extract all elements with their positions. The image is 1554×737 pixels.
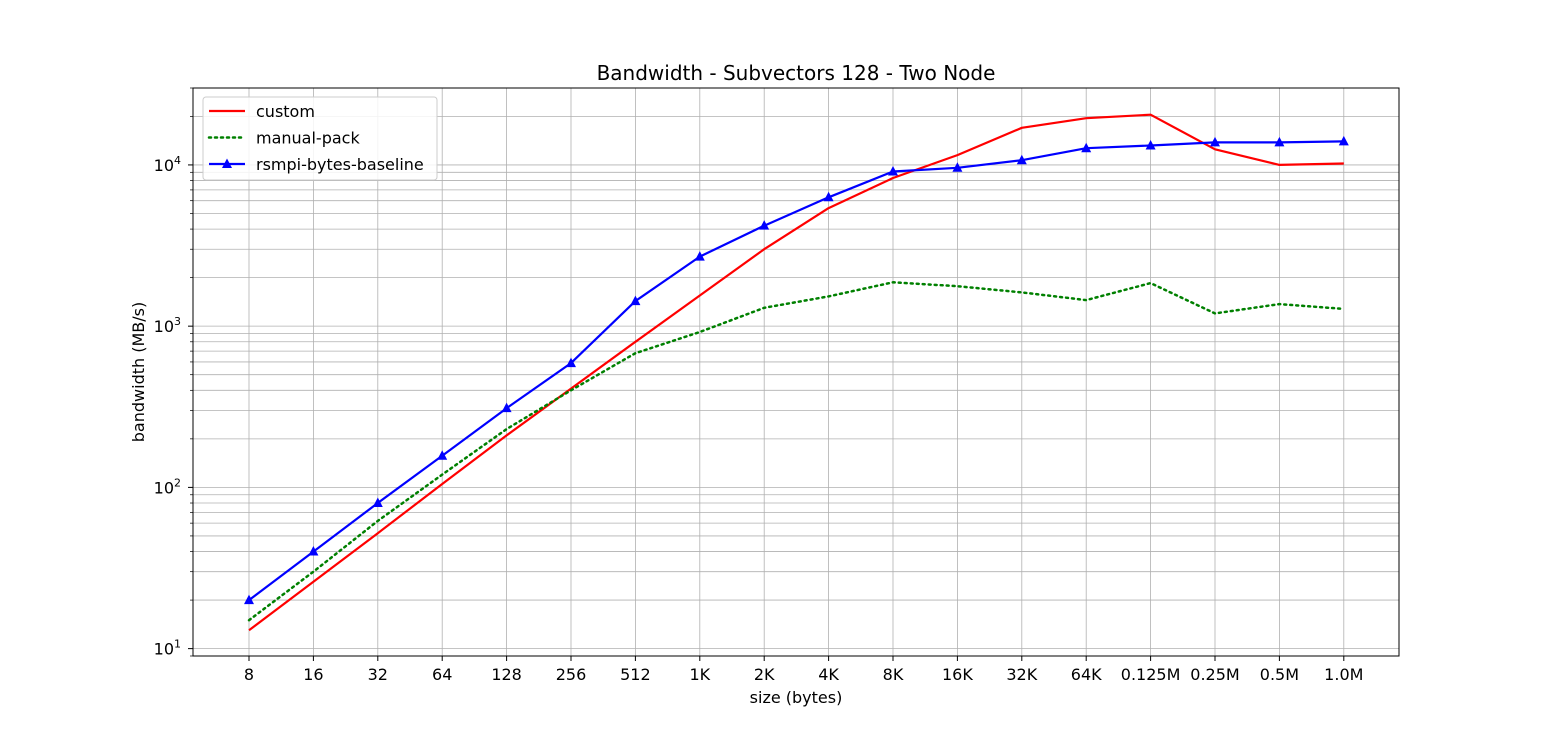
data-point-rsmpi-bytes-baseline xyxy=(1016,154,1027,165)
y-axis-label: bandwidth (MB/s) xyxy=(129,302,148,442)
legend-marker-rsmpi-bytes-baseline xyxy=(222,158,232,168)
data-point-rsmpi-bytes-baseline xyxy=(1081,142,1092,153)
x-axis: 8 16 32 64 128 256 512 1K 2K 4K 8K 16K 32K 64K 0.125M 0… xyxy=(244,656,1363,684)
y-tick-label: 101 xyxy=(154,638,181,659)
data-point-rsmpi-bytes-baseline xyxy=(372,497,383,508)
x-tick-label: 8K xyxy=(883,665,904,684)
plot-frame xyxy=(192,87,1400,657)
data-point-rsmpi-bytes-baseline xyxy=(823,191,834,202)
data-point-rsmpi-bytes-baseline xyxy=(1338,135,1349,146)
legend: custom manual-pack rsmpi-bytes-baseline xyxy=(202,96,438,181)
series-line-rsmpi-bytes-baseline xyxy=(248,140,1344,601)
x-tick-label: 64K xyxy=(1071,665,1102,684)
x-tick-label: 0.5M xyxy=(1260,665,1299,684)
data-point-rsmpi-bytes-baseline xyxy=(1274,136,1285,147)
x-tick-label: 0.125M xyxy=(1121,665,1181,684)
y-tick-label: 104 xyxy=(154,154,181,175)
x-tick-label: 16 xyxy=(303,665,323,684)
x-tick-label: 4K xyxy=(818,665,839,684)
x-tick-label: 32K xyxy=(1006,665,1037,684)
y-axis: 101 102 103 104 xyxy=(154,87,193,659)
x-tick-label: 0.25M xyxy=(1190,665,1239,684)
data-point-rsmpi-bytes-baseline xyxy=(1210,136,1220,147)
legend-box xyxy=(202,96,438,181)
data-point-rsmpi-bytes-baseline xyxy=(630,295,641,306)
legend-label-manual-pack: manual-pack xyxy=(256,129,360,148)
data-point-rsmpi-bytes-baseline xyxy=(501,402,512,413)
x-tick-label: 256 xyxy=(556,665,587,684)
data-point-rsmpi-bytes-baseline xyxy=(308,546,319,556)
x-tick-label: 128 xyxy=(491,665,522,684)
x-tick-label: 512 xyxy=(620,665,651,684)
data-point-rsmpi-bytes-baseline xyxy=(952,162,963,172)
x-axis-label: size (bytes) xyxy=(750,688,843,707)
y-tick-label: 103 xyxy=(154,315,181,336)
chart-title: Bandwidth - Subvectors 128 - Two Node xyxy=(597,61,996,85)
x-tick-label: 1.0M xyxy=(1324,665,1363,684)
x-tick-label: 1K xyxy=(689,665,710,684)
data-point-rsmpi-bytes-baseline xyxy=(888,166,898,176)
data-point-rsmpi-bytes-baseline xyxy=(694,251,705,261)
data-point-rsmpi-bytes-baseline xyxy=(1145,139,1156,150)
series-line-manual-pack xyxy=(247,281,1346,622)
series-line-custom xyxy=(248,113,1344,632)
data-point-rsmpi-bytes-baseline xyxy=(244,594,254,605)
x-tick-label: 8 xyxy=(244,665,254,684)
x-tick-label: 2K xyxy=(754,665,775,684)
data-point-rsmpi-bytes-baseline xyxy=(566,357,576,368)
y-tick-label: 102 xyxy=(154,476,181,497)
data-point-rsmpi-bytes-baseline xyxy=(759,220,770,230)
x-tick-label: 32 xyxy=(368,665,388,684)
x-tick-label: 64 xyxy=(432,665,452,684)
legend-label-rsmpi-bytes-baseline: rsmpi-bytes-baseline xyxy=(256,155,424,174)
legend-label-custom: custom xyxy=(256,102,315,121)
series-group xyxy=(244,113,1349,632)
x-tick-label: 16K xyxy=(942,665,973,684)
data-point-rsmpi-bytes-baseline xyxy=(437,450,448,460)
grid xyxy=(193,87,1399,657)
